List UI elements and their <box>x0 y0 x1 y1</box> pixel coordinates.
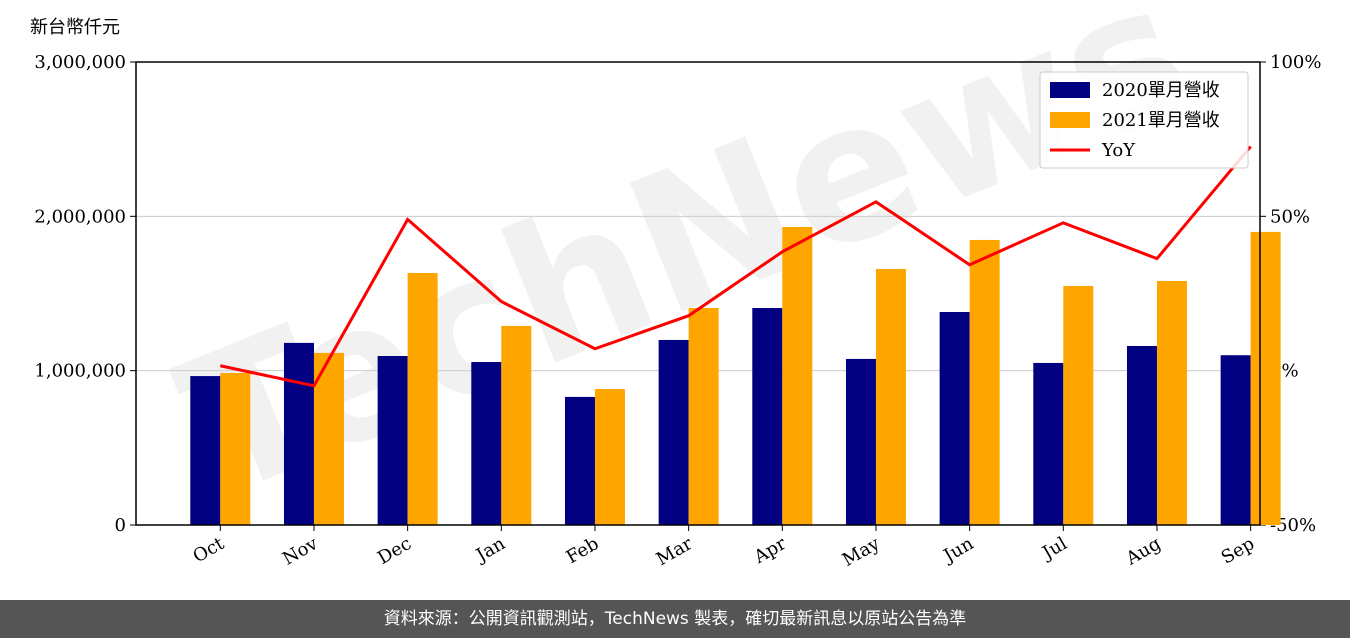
yoy-line <box>219 145 1252 388</box>
bar <box>377 356 408 525</box>
bar <box>594 389 625 525</box>
x-tick-label: Mar <box>653 533 697 570</box>
y2-tick-label: 50% <box>1270 206 1310 227</box>
legend-box <box>1039 71 1249 169</box>
x-tick-label: Nov <box>279 533 322 570</box>
x-tick-label: Dec <box>374 533 415 569</box>
x-tick-label: Feb <box>563 533 603 568</box>
legend-label: 2021單月營收 <box>1102 110 1220 131</box>
footer: 資料來源：公開資訊觀測站，TechNews 製表，確切最新訊息以原站公告為準 <box>384 609 966 629</box>
x-tick-label: Jan <box>471 533 509 567</box>
bar <box>658 339 689 525</box>
y2-tick-label: -50% <box>1270 515 1316 536</box>
footer-bar <box>0 600 1350 638</box>
x-tick-label: Aug <box>1122 533 1165 570</box>
x-tick-label: Jul <box>1037 533 1071 565</box>
bar <box>471 362 502 525</box>
bar <box>1156 280 1187 525</box>
bar <box>407 272 438 525</box>
bar <box>1033 362 1064 525</box>
y2-tick-label: 100% <box>1270 52 1321 73</box>
y-tick-label: 2,000,000 <box>34 206 126 227</box>
bar <box>939 312 970 525</box>
y-tick-label: 1,000,000 <box>34 361 126 382</box>
y-tick-label: 0 <box>115 515 126 536</box>
x-tick-label: Apr <box>750 533 790 568</box>
bar <box>875 268 906 525</box>
bar <box>1250 231 1281 525</box>
bar <box>190 376 221 525</box>
x-tick-label: Jun <box>939 533 978 568</box>
bar <box>313 352 344 525</box>
bar <box>782 226 813 525</box>
x-tick-label: Sep <box>1218 533 1258 568</box>
bar <box>845 358 876 525</box>
bar <box>1126 345 1157 525</box>
legend-label: YoY <box>1101 140 1136 161</box>
bar <box>220 372 251 525</box>
legend-swatch <box>1050 112 1090 128</box>
bar <box>564 396 595 525</box>
y-axis-label: 新台幣仟元 <box>30 17 120 38</box>
bar <box>1063 285 1094 525</box>
x-tick-label: Oct <box>190 533 229 568</box>
y-tick-label: 3,000,000 <box>34 52 126 73</box>
bar <box>752 308 783 525</box>
bar <box>688 308 719 525</box>
bar <box>1220 355 1251 525</box>
x-tick-label: May <box>839 533 884 571</box>
bar <box>283 342 314 525</box>
plot-frame <box>135 61 1261 526</box>
legend-label: 2020單月營收 <box>1102 80 1220 101</box>
bar <box>501 325 532 525</box>
legend-swatch <box>1050 82 1090 98</box>
bar <box>969 239 1000 525</box>
